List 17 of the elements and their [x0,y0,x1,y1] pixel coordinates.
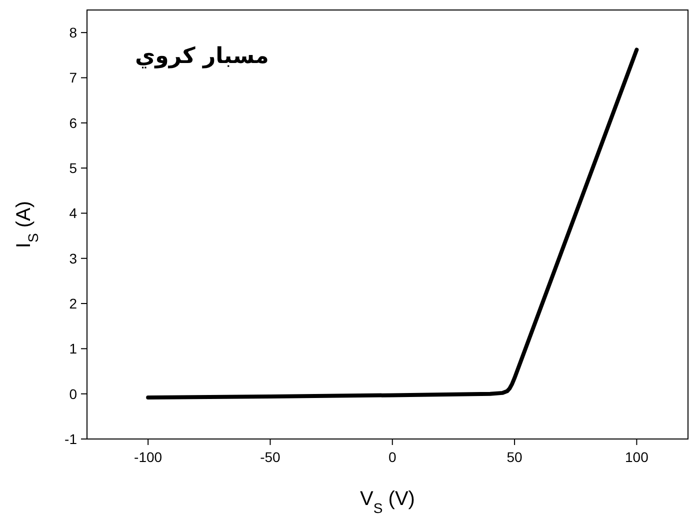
y-tick-label: 6 [69,114,78,131]
y-tick-label: 8 [69,24,78,41]
y-tick-label: 2 [69,296,78,312]
x-tick-label: -100 [134,449,162,465]
x-axis-title: V$_{S}$ (V) [360,488,415,516]
y-tick-label: 4 [69,205,78,222]
x-tick-label: 100 [625,449,649,465]
y-tick-label: 3 [69,250,78,266]
y-tick-label: -1 [64,431,78,447]
y-tick-label: 0 [69,386,78,402]
x-tick-label: 50 [506,449,523,465]
y-tick-label: 1 [69,340,78,357]
x-tick-label: 0 [388,449,396,465]
y-tick-label: 7 [69,70,78,86]
x-tick-label: -50 [260,449,281,465]
y-tick-label: 5 [69,160,78,176]
annotation: مسبار كروي [135,44,269,69]
